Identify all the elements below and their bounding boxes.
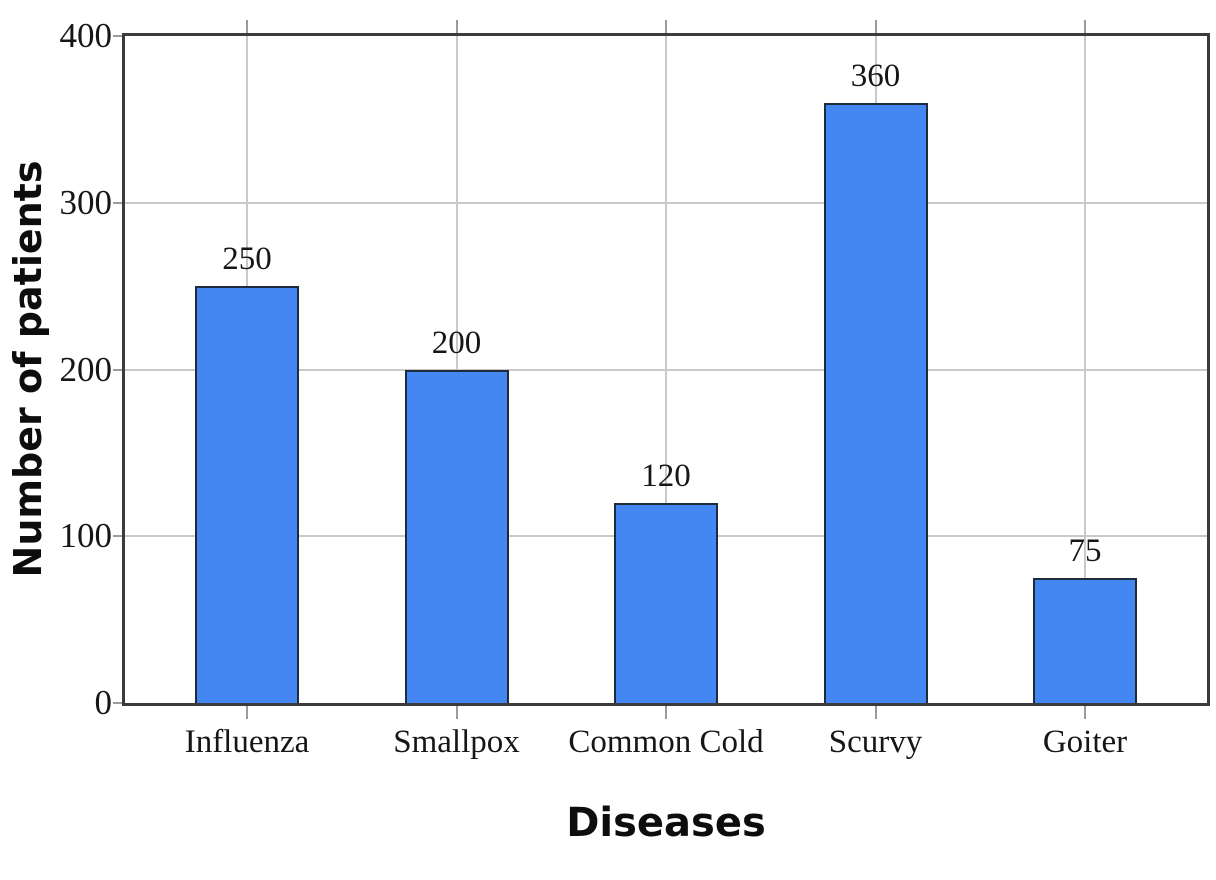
x-tick-label: Influenza xyxy=(184,724,310,760)
vertical-gridline xyxy=(665,36,667,703)
bar-value-label: 120 xyxy=(641,457,691,494)
x-tick-label: Scurvy xyxy=(828,724,923,760)
bar-common-cold xyxy=(614,502,718,703)
x-tick-label: Common Cold xyxy=(568,724,764,760)
x-axis-label: Diseases xyxy=(566,800,766,846)
y-tick-label: 0 xyxy=(94,683,113,722)
y-tick-mark xyxy=(113,35,122,37)
bar-goiter xyxy=(1033,577,1137,703)
x-tick-mark xyxy=(665,706,667,719)
x-tick-label: Smallpox xyxy=(393,724,520,760)
y-tick-mark xyxy=(113,702,122,704)
vertical-gridline xyxy=(1084,36,1086,703)
x-tick-mark xyxy=(874,706,877,719)
x-tick-mark-top xyxy=(246,20,248,33)
bar-value-label: 75 xyxy=(1068,532,1102,569)
x-tick-mark-top xyxy=(874,20,877,33)
x-tick-mark xyxy=(246,706,248,719)
x-tick-label: Goiter xyxy=(1042,724,1128,760)
x-tick-mark xyxy=(455,706,458,719)
bar-smallpox xyxy=(404,369,509,703)
x-tick-mark-top xyxy=(665,20,667,33)
y-tick-label: 300 xyxy=(59,182,113,222)
x-tick-mark-top xyxy=(1084,20,1086,33)
y-tick-label: 100 xyxy=(59,516,113,556)
bar-value-label: 200 xyxy=(431,324,482,361)
bar-value-label: 250 xyxy=(222,241,272,278)
bar-influenza xyxy=(195,286,299,703)
y-tick-mark xyxy=(113,368,122,371)
y-tick-label: 200 xyxy=(59,349,113,389)
y-tick-mark xyxy=(113,201,122,204)
bar-scurvy xyxy=(823,102,928,703)
plot-area xyxy=(122,33,1210,706)
y-tick-label: 400 xyxy=(59,16,113,55)
y-tick-mark xyxy=(113,535,122,538)
x-tick-mark-top xyxy=(455,20,458,33)
bar-value-label: 360 xyxy=(850,57,901,94)
x-tick-mark xyxy=(1084,706,1086,719)
